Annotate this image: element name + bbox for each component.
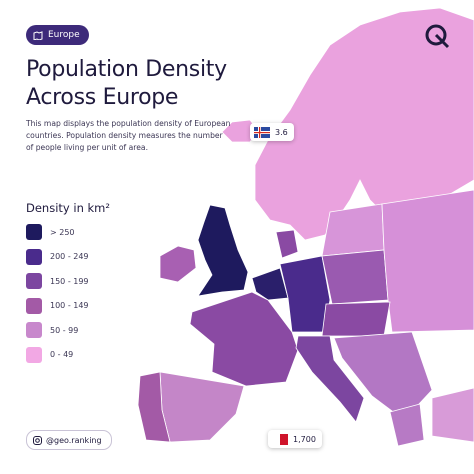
legend-item: 200 - 249 [26,248,89,265]
legend-item: > 250 [26,224,89,240]
turkey [431,387,474,443]
instagram-icon [33,435,42,445]
uk [197,204,249,297]
benelux [251,267,289,301]
logo [425,24,450,49]
legend-swatch [26,224,42,240]
description: This map displays the population density… [26,119,231,152]
greece [389,403,425,447]
spain [159,371,245,443]
flag-iceland [254,126,270,138]
poland [321,249,389,305]
italy [295,335,365,423]
callout-value: 3.6 [275,127,288,137]
germany [279,255,331,333]
ireland [159,245,197,283]
denmark [275,229,299,259]
legend-label: 150 - 199 [50,276,89,286]
legend-swatch [26,248,42,265]
legend-label: > 250 [50,227,75,237]
legend-swatch [26,346,42,363]
title: Population Density Across Europe [26,57,227,110]
countries [137,7,474,447]
map-icon [33,30,43,40]
legend-label: 50 - 99 [50,325,79,335]
social-handle: @geo.ranking [26,430,112,450]
legend-swatch [26,322,42,338]
legend-label: 200 - 249 [50,252,89,261]
callout-malta: 1,700 [268,430,322,448]
legend-item: 50 - 99 [26,322,89,338]
callout-iceland: 3.6 [250,123,294,141]
callout-value: 1,700 [293,434,316,444]
france [189,291,299,387]
logo-ring [425,24,447,46]
legend-item: 150 - 199 [26,273,89,289]
logo-arrow [434,33,450,49]
legend-swatch [26,297,42,314]
east [381,189,474,333]
legend-item: 100 - 149 [26,297,89,314]
legend-label: 0 - 49 [50,350,74,359]
portugal [137,371,171,443]
legend-label: 100 - 149 [50,301,89,310]
legend-title: Density in km² [26,201,110,215]
legend: > 250 200 - 249 150 - 199 100 - 149 50 - 99 0… [26,224,89,371]
baltics [321,203,385,257]
flag-malta [272,433,288,445]
tag: Europe [26,25,89,45]
legend-item: 0 - 49 [26,346,89,363]
central [321,301,391,337]
tag-label: Europe [48,30,80,40]
legend-swatch [26,273,42,289]
handle: @geo.ranking [46,435,102,445]
